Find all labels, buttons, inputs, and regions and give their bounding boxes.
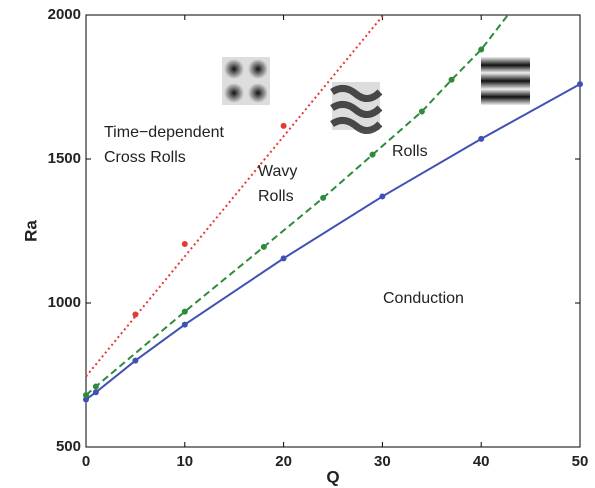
data-point bbox=[448, 76, 455, 83]
y-axis-label: Ra bbox=[21, 220, 40, 242]
x-tick-label: 10 bbox=[176, 453, 193, 470]
data-point bbox=[83, 396, 89, 403]
data-point bbox=[132, 311, 139, 318]
data-point bbox=[181, 240, 188, 247]
data-point bbox=[92, 389, 99, 396]
data-point bbox=[280, 122, 287, 129]
y-tick-label: 500 bbox=[56, 438, 81, 455]
annotation: Time−dependent bbox=[104, 124, 224, 141]
data-point bbox=[369, 151, 376, 158]
fit-line bbox=[85, 14, 509, 396]
x-tick-label: 0 bbox=[82, 453, 90, 470]
data-point bbox=[577, 81, 583, 88]
y-tick-label: 1500 bbox=[48, 150, 81, 167]
data-point bbox=[478, 46, 485, 53]
data-point bbox=[478, 135, 485, 142]
x-tick-label: 20 bbox=[275, 453, 292, 470]
y-tick-label: 2000 bbox=[48, 6, 81, 23]
data-point bbox=[280, 255, 287, 262]
fit-line bbox=[85, 83, 581, 401]
data-point bbox=[83, 392, 89, 399]
pattern-rolls bbox=[481, 57, 530, 105]
fit-line bbox=[85, 14, 385, 378]
pattern-cross-rolls bbox=[222, 57, 270, 105]
plot-frame bbox=[85, 14, 581, 448]
annotation: Cross Rolls bbox=[104, 149, 186, 166]
annotation: Rolls bbox=[258, 188, 294, 205]
x-tick-label: 30 bbox=[374, 453, 391, 470]
x-tick-label: 40 bbox=[473, 453, 490, 470]
x-tick-label: 50 bbox=[572, 453, 589, 470]
annotation: Conduction bbox=[383, 290, 464, 307]
data-point bbox=[418, 108, 425, 115]
pattern-wavy-rolls bbox=[330, 82, 383, 134]
data-point bbox=[260, 243, 267, 250]
x-axis-label: Q bbox=[326, 467, 339, 486]
y-tick-label: 1000 bbox=[48, 294, 81, 311]
data-point bbox=[181, 308, 188, 315]
annotation: Rolls bbox=[392, 143, 428, 160]
data-point bbox=[181, 321, 188, 328]
data-point bbox=[379, 193, 386, 200]
annotation: Wavy bbox=[258, 163, 297, 180]
data-point bbox=[92, 383, 99, 390]
data-point bbox=[320, 194, 327, 201]
data-point bbox=[132, 357, 139, 364]
